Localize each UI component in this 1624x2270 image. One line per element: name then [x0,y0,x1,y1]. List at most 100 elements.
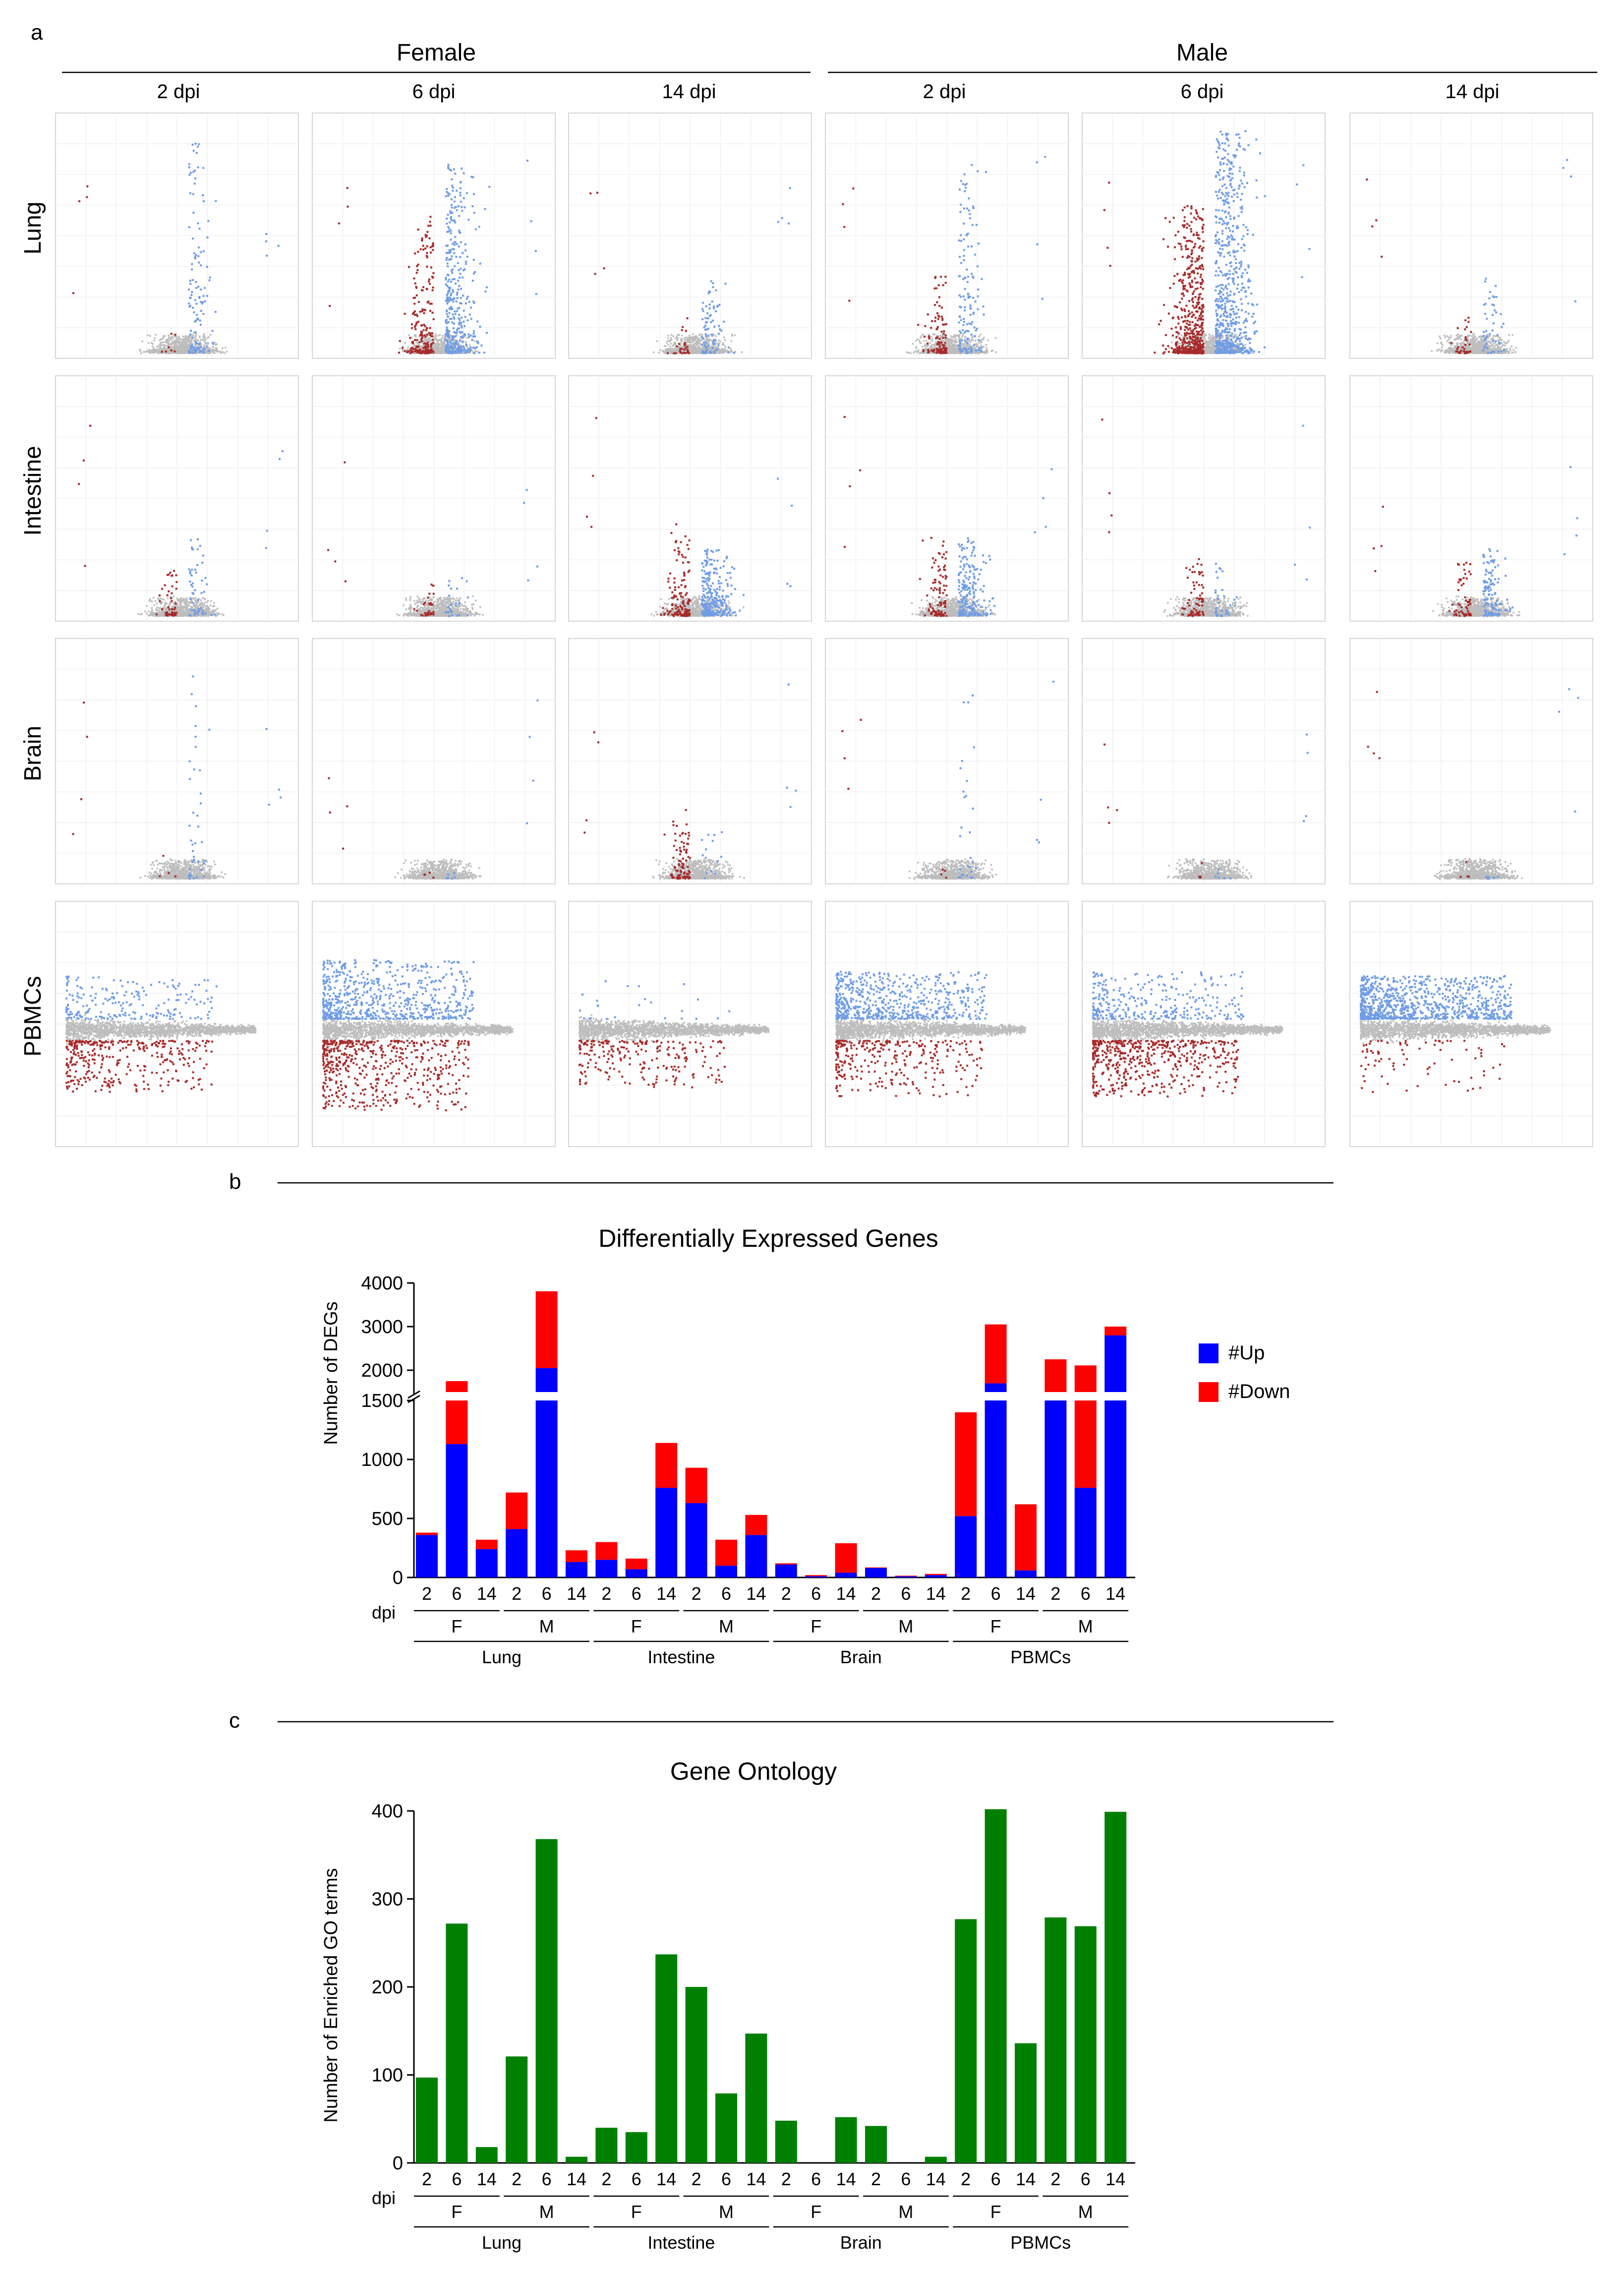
scatter-plot-pbmcs-female-2-dpi [56,901,298,1147]
bar-down-lower [805,1575,827,1576]
x-tick-label: 2 [961,1583,971,1604]
bar-up-lower [1015,1571,1037,1577]
deg-y-tick-label: 500 [372,1509,403,1529]
bar-up-lower [416,1535,438,1577]
tissue-group-label: PBMCs [1010,1647,1071,1667]
bar-up-lower [955,1516,977,1577]
row-label-intestine: Intestine [20,446,46,535]
scatter-plot-pbmcs-female-14-dpi [569,901,812,1147]
sex-group-label: F [631,1616,642,1636]
panel-c-label: c [229,1708,240,1733]
deg-y-tick-label: 4000 [361,1273,403,1294]
go-bar [1104,1812,1126,2163]
legend-down-swatch [1199,1382,1218,1402]
deg-y-tick-label: 1500 [361,1391,403,1411]
scatter-plot-pbmcs-male-14-dpi [1350,901,1593,1147]
x-tick-label: 2 [781,1583,791,1604]
sex-group-label: M [898,1616,913,1636]
x-tick-label: 14 [1105,2169,1125,2189]
male-header: Male [1176,40,1228,66]
bar-down-lower [476,1540,498,1549]
sex-group-label: F [811,1616,821,1636]
bar-down-lower [895,1575,917,1576]
sex-group-label: F [990,1616,1001,1636]
bar-up-lower [835,1572,857,1577]
go-y-axis-label: Number of Enriched GO terms [321,1868,342,2122]
x-tick-label: 14 [477,2169,497,2189]
go-y-tick-label: 0 [393,2153,403,2174]
x-tick-label: 6 [632,1583,641,1604]
x-tick-label: 14 [567,1583,586,1604]
sex-group-label: M [539,1616,554,1636]
bar-down-lower [955,1412,977,1516]
bar-down-lower [925,1574,947,1575]
x-tick-label: 2 [871,1583,881,1604]
legend-up-swatch [1199,1343,1218,1363]
bar-up-lower [895,1576,917,1577]
x-tick-label: 6 [901,1583,911,1604]
x-tick-label: 6 [901,2169,911,2189]
tissue-group-label: Intestine [647,1647,715,1667]
x-tick-label: 6 [721,1583,731,1604]
x-tick-label: 6 [542,1583,552,1604]
x-tick-label: 2 [422,2169,432,2189]
go-bar [955,1919,977,2163]
scatter-plot-intestine-female-6-dpi [312,376,555,621]
scatter-plot-lung-male-6-dpi [1082,113,1325,358]
x-tick-label: 6 [452,2169,462,2189]
go-bar [476,2147,498,2163]
go-y-tick-label: 300 [372,1889,403,1910]
sex-group-label: F [451,1616,462,1636]
go-bar [416,2078,438,2163]
bar-up-lower [566,1562,587,1577]
scatter-plot-intestine-female-2-dpi [56,376,298,621]
bar-down-upper [1104,1327,1126,1336]
bar-down-lower [1075,1400,1097,1488]
scatter-plot-pbmcs-male-2-dpi [825,901,1068,1147]
x-tick-label: 2 [1050,2169,1060,2189]
scatter-plot-intestine-female-14-dpi [569,376,812,621]
x-tick-label: 2 [871,2169,881,2189]
x-tick-label: 6 [721,2169,731,2189]
go-bar [715,2094,737,2163]
x-tick-label: 6 [1081,1583,1091,1604]
row-label-lung: Lung [20,202,46,255]
x-tick-label: 2 [601,2169,611,2189]
bar-down-upper [1075,1365,1097,1392]
panel-a: a Female Male 2 dpi 6 dpi 14 dpi 2 dpi 6… [20,20,1597,1147]
bar-down-upper [985,1325,1007,1384]
bar-down-lower [416,1533,438,1535]
x-tick-label: 2 [781,2169,791,2189]
go-bar [506,2056,527,2163]
scatter-plot-lung-male-14-dpi [1350,113,1593,358]
bar-up-lower [865,1568,887,1577]
sex-group-label: M [898,2202,913,2222]
bar-up-lower [1104,1400,1126,1577]
bar-up-lower [805,1576,827,1577]
x-tick-label: 2 [512,2169,522,2189]
bar-down-upper [1044,1359,1066,1392]
deg-y-axis-label: Number of DEGs [321,1301,342,1445]
go-bar [745,2034,767,2163]
x-tick-label: 6 [1081,2169,1091,2189]
scatter-plot-brain-male-14-dpi [1350,639,1593,884]
go-y-tick-label: 100 [372,2065,403,2086]
x-tick-label: 14 [567,2169,586,2189]
go-bar [655,1954,677,2163]
x-axis-dpi-label: dpi [372,1602,396,1623]
scatter-plot-lung-female-2-dpi [56,113,298,358]
x-tick-label: 2 [422,1583,432,1604]
bar-up-lower [745,1535,767,1577]
x-tick-label: 14 [926,2169,946,2189]
col-header-female-2dpi: 2 dpi [157,81,200,103]
bar-up-upper [536,1368,558,1392]
deg-y-tick-label: 1000 [361,1450,403,1470]
deg-y-tick-label: 0 [393,1568,403,1588]
x-tick-label: 2 [512,1583,522,1604]
row-label-brain: Brain [20,726,46,781]
x-tick-label: 6 [991,2169,1001,2189]
bar-down-lower [626,1559,647,1569]
bar-up-lower [925,1575,947,1577]
bar-up-lower [985,1400,1007,1577]
deg-chart-title: Differentially Expressed Genes [598,1224,938,1252]
